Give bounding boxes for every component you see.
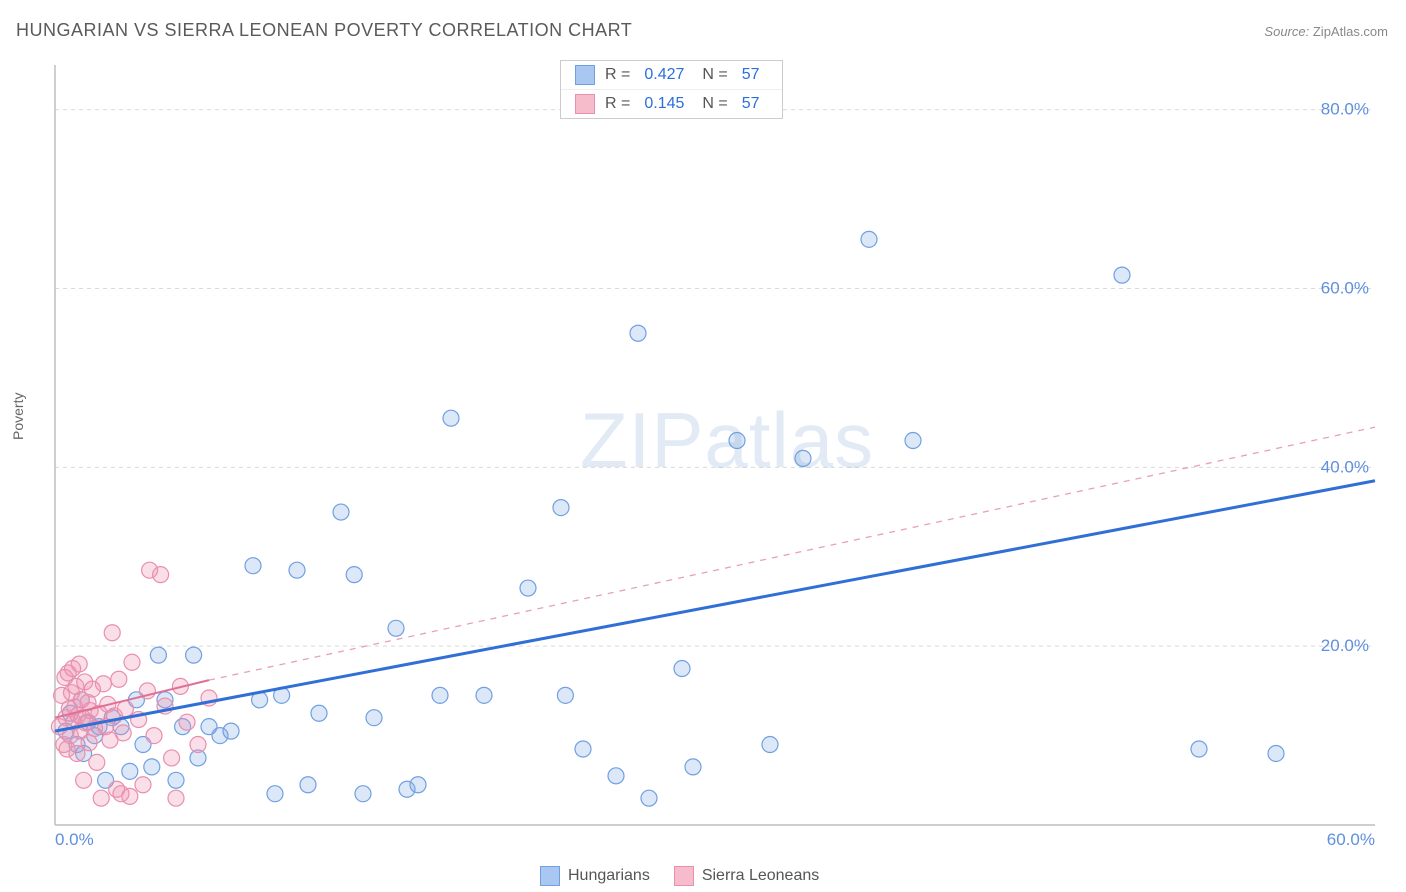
r-value: 0.145 bbox=[644, 95, 684, 113]
r-label: R = bbox=[605, 66, 630, 84]
legend-label: Sierra Leoneans bbox=[702, 867, 819, 885]
source-label: Source: bbox=[1264, 24, 1309, 39]
legend-series: Hungarians Sierra Leoneans bbox=[540, 866, 819, 886]
y-axis-label: Poverty bbox=[10, 393, 26, 440]
legend-item-sierra-leoneans: Sierra Leoneans bbox=[674, 866, 819, 886]
legend-correlation: R = 0.427 N = 57 R = 0.145 N = 57 bbox=[560, 60, 783, 119]
svg-text:0.0%: 0.0% bbox=[55, 830, 94, 845]
n-value: 57 bbox=[742, 66, 760, 84]
svg-text:60.0%: 60.0% bbox=[1327, 830, 1375, 845]
chart-title: HUNGARIAN VS SIERRA LEONEAN POVERTY CORR… bbox=[16, 20, 632, 41]
swatch-icon bbox=[575, 94, 595, 114]
legend-row-sierra-leoneans: R = 0.145 N = 57 bbox=[561, 90, 782, 118]
legend-item-hungarians: Hungarians bbox=[540, 866, 650, 886]
source-value: ZipAtlas.com bbox=[1313, 24, 1388, 39]
legend-label: Hungarians bbox=[568, 867, 650, 885]
svg-text:80.0%: 80.0% bbox=[1321, 100, 1369, 119]
svg-text:20.0%: 20.0% bbox=[1321, 636, 1369, 655]
n-label: N = bbox=[702, 95, 727, 113]
n-label: N = bbox=[702, 66, 727, 84]
swatch-icon bbox=[575, 65, 595, 85]
chart-area: 20.0% 40.0% 60.0% 80.0% 0.0% 60.0% bbox=[50, 55, 1388, 845]
legend-row-hungarians: R = 0.427 N = 57 bbox=[561, 61, 782, 90]
scatter-chart: 20.0% 40.0% 60.0% 80.0% 0.0% 60.0% bbox=[50, 55, 1385, 845]
svg-text:40.0%: 40.0% bbox=[1321, 457, 1369, 476]
n-value: 57 bbox=[742, 95, 760, 113]
swatch-icon bbox=[540, 866, 560, 886]
r-value: 0.427 bbox=[644, 66, 684, 84]
r-label: R = bbox=[605, 95, 630, 113]
source-attribution: Source: ZipAtlas.com bbox=[1264, 24, 1388, 39]
svg-text:60.0%: 60.0% bbox=[1321, 279, 1369, 298]
swatch-icon bbox=[674, 866, 694, 886]
